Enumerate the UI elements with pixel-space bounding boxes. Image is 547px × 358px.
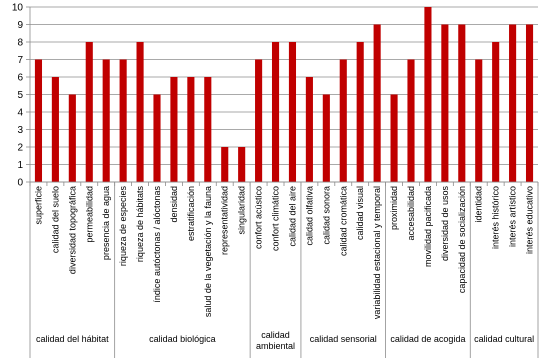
group-label-line: ambiental: [256, 341, 295, 351]
category-labels: superficie calidad del suelo diversidad to…: [33, 186, 534, 320]
category-label: interés educativo: [525, 186, 535, 254]
bar: [153, 94, 161, 182]
category-label: calidad sonora: [321, 186, 331, 245]
bar: [51, 77, 59, 182]
y-tick-label: 2: [17, 143, 23, 154]
bar: [458, 24, 466, 182]
bar: [441, 24, 449, 182]
category-label: capacidad de socialización: [457, 186, 467, 293]
category-label: interés artístico: [508, 186, 518, 247]
category-label: proximidad: [389, 186, 399, 230]
category-label: salud de la vegetación y la fauna: [203, 186, 213, 317]
category-label: riqueza de hábitats: [135, 186, 145, 263]
bar: [255, 59, 263, 182]
bar: [475, 59, 483, 182]
bar: [356, 42, 364, 182]
y-tick-label: 0: [17, 178, 23, 189]
category-label: representatividad: [220, 186, 230, 255]
bar: [509, 24, 517, 182]
y-tick-label: 8: [17, 38, 23, 49]
category-label: diversidad topográfica: [67, 186, 77, 274]
bar: [170, 77, 178, 182]
group-label: calidad cultural: [474, 334, 534, 344]
group-label-line: calidad: [261, 330, 290, 340]
y-tick-label: 1: [17, 160, 23, 171]
group-label: calidad de acogida: [390, 334, 465, 344]
group-separators: [29, 182, 539, 358]
category-label: densidad: [169, 186, 179, 223]
bar: [119, 59, 127, 182]
category-label: variabilidad estacional y temporal: [372, 186, 382, 319]
bar: [390, 94, 398, 182]
category-label: calidad olfativa: [304, 186, 314, 246]
category-label: interés histórico: [491, 186, 501, 249]
bar: [288, 42, 297, 182]
y-tick-label: 5: [17, 90, 23, 101]
bar: [204, 77, 212, 182]
y-tick-label: 4: [17, 108, 23, 119]
category-label: diversidad de usos: [440, 186, 450, 262]
bars: [34, 7, 534, 182]
bar: [305, 77, 313, 182]
category-label: riqueza de especies: [118, 186, 128, 267]
category-label: permeabilidad: [84, 186, 94, 243]
y-tick-labels: 0 1 2 3 4 5 6 7 8 9 10: [12, 3, 30, 189]
category-label: estratificación: [186, 186, 196, 241]
y-tick-label: 6: [17, 73, 23, 84]
bar: [221, 147, 229, 182]
category-label: accesabilidad: [406, 186, 416, 241]
x-tick-marks: [29, 182, 539, 186]
bar: [322, 94, 330, 182]
bar: [238, 147, 246, 182]
category-label: confort acústico: [254, 186, 264, 249]
group-label: calidad ambiental: [256, 330, 295, 351]
category-label: movilidad pacificada: [423, 186, 433, 267]
bar: [424, 7, 432, 182]
y-tick-label: 10: [12, 3, 24, 14]
bar: [271, 42, 280, 182]
group-label: calidad sensorial: [310, 334, 377, 344]
bar: [339, 59, 347, 182]
bar: [407, 59, 415, 182]
gridlines: [30, 6, 538, 183]
y-tick-label: 7: [17, 55, 23, 66]
category-label: calidad visual: [355, 186, 365, 240]
y-tick-label: 3: [17, 125, 23, 136]
category-label: identidad: [474, 186, 484, 223]
category-label: calidad del suelo: [50, 186, 60, 253]
group-label: calidad biológica: [149, 334, 216, 344]
category-label: calidad del aire: [287, 186, 297, 247]
group-labels: calidad del hábitat calidad biológica cali…: [36, 330, 534, 351]
category-label: singularidad: [237, 186, 247, 235]
y-tick-label: 9: [17, 20, 23, 31]
bar: [85, 42, 93, 182]
category-label: índice autóctonas / alóctonas: [152, 186, 162, 303]
bar: [68, 94, 76, 182]
category-label: presencia de agua: [101, 186, 111, 260]
bar: [492, 42, 500, 182]
bar: [102, 59, 110, 182]
bar: [525, 24, 534, 182]
bar: [373, 24, 381, 182]
group-label: calidad del hábitat: [36, 334, 109, 344]
category-label: superficie: [33, 186, 43, 225]
bar: [136, 42, 144, 182]
bar: [187, 77, 195, 182]
category-label: calidad cromática: [338, 186, 348, 256]
category-label: confort climático: [271, 186, 281, 251]
bar: [34, 59, 43, 182]
